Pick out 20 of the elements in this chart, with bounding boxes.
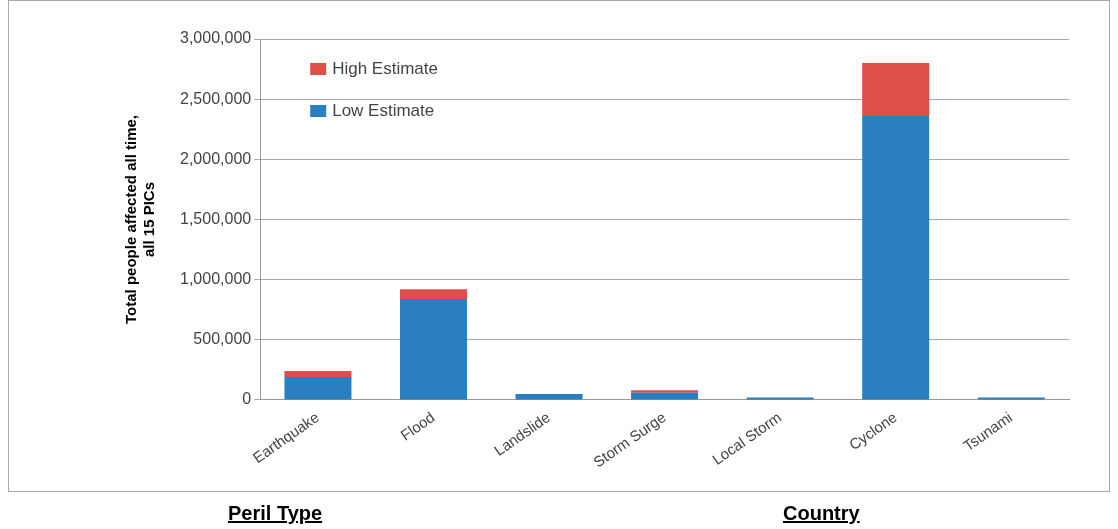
y-tick-label: 0 — [242, 390, 252, 408]
text: Peril Type — [228, 502, 323, 525]
bar — [515, 393, 583, 400]
bar — [399, 298, 468, 400]
y-axis-title: Total people affected all time, all 15 PICs — [122, 115, 158, 324]
legend-label: Low Estimate — [332, 100, 435, 120]
y-tick-label: 3,000,000 — [179, 29, 252, 47]
text: Country — [783, 502, 860, 525]
bar — [284, 377, 352, 400]
bar — [862, 63, 930, 117]
bar — [284, 371, 352, 378]
y-tick-label: 500,000 — [193, 330, 252, 348]
legend-label: High Estimate — [332, 58, 439, 78]
bar — [631, 390, 699, 393]
bar — [862, 116, 930, 400]
bar — [399, 289, 468, 299]
y-tick-label: 2,000,000 — [179, 149, 252, 167]
y-tick-label: 1,500,000 — [179, 209, 252, 227]
y-tick-label: 2,500,000 — [179, 89, 252, 107]
y-tick-label: 1,000,000 — [179, 270, 252, 288]
